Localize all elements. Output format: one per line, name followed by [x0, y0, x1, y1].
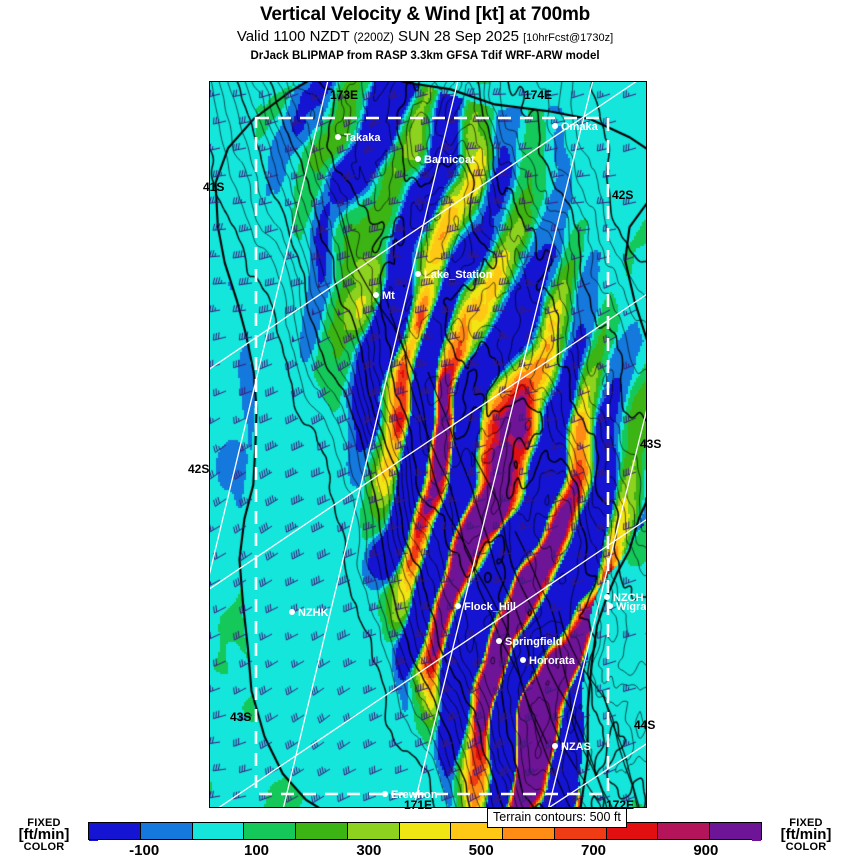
colorbar-left-fixed-label: FIXED — [27, 817, 61, 829]
graticule-label-41S-2: 41S — [203, 180, 225, 194]
colorbar-tick--100: -100 — [129, 842, 160, 859]
colorbar-left-color-label: COLOR — [23, 841, 65, 853]
graticule-label-173E-0: 173E — [330, 88, 359, 102]
colorbar-right-fixed-label: FIXED — [789, 817, 823, 829]
forecast-tag: [10hrFcst@1730z] — [523, 32, 614, 44]
colorbar-swatch-3 — [244, 823, 297, 839]
colorbar-right-units: [ft/min] — [780, 826, 832, 843]
colorbar-swatch-6 — [399, 823, 452, 839]
colorbar-tick-900: 900 — [693, 842, 719, 859]
chart-header: Vertical Velocity & Wind [kt] at 700mb V… — [0, 0, 850, 64]
colorbar-tick-labels: -100 100 300 500 700 900 — [88, 842, 762, 860]
colorbar-tick-300: 300 — [356, 842, 382, 859]
colorbar-tick-100: 100 — [243, 842, 270, 859]
colorbar-right-color-label: COLOR — [785, 841, 827, 853]
colorbar-swatch-0 — [89, 823, 141, 839]
graticule-label-43S-6: 43S — [230, 710, 252, 724]
colorbar-left-units: [ft/min] — [18, 826, 70, 843]
terrain-contour-note: Terrain contours: 500 ft — [487, 808, 627, 828]
valid-date: SUN 28 Sep 2025 — [398, 28, 519, 45]
valid-time-zulu: (2200Z) — [353, 32, 394, 44]
colorbar-swatch-4 — [296, 823, 348, 839]
colorbar-swatch-2 — [192, 823, 245, 839]
colorbar-swatch-5 — [347, 823, 400, 839]
graticule-label-174E-1: 174E — [524, 88, 553, 102]
graticule-label-44S-7: 44S — [634, 718, 656, 732]
map-plot-area[interactable]: Takaka Barnicoat Omaka Lake_Station Mt NZHK Fl… — [209, 81, 647, 808]
graticule-label-171E-8: 171E — [404, 798, 433, 812]
colorbar-swatch-12 — [710, 823, 761, 839]
colorbar-swatch-1 — [140, 823, 193, 839]
colorbar-left-legend: FIXED [ft/min] COLOR — [2, 817, 98, 860]
colorbar-swatch-11 — [658, 823, 711, 839]
colorbar-row: FIXED [ft/min] COLOR -100 100 300 500 700 900… — [0, 818, 850, 860]
valid-time-prefix: Valid 1100 NZDT — [236, 28, 350, 45]
graticule-label-42S-3: 42S — [612, 188, 634, 202]
graticule-label-43S-5: 43S — [640, 437, 662, 451]
valid-time-line: Valid 1100 NZDT (2200Z) SUN 28 Sep 2025 … — [0, 27, 850, 48]
colorbar-right-chip — [752, 832, 761, 841]
model-source-line: DrJack BLIPMAP from RASP 3.3km GFSA Tdif… — [250, 50, 600, 62]
graticule-label-42S-4: 42S — [188, 462, 210, 476]
colorbar-tick-500: 500 — [468, 842, 494, 859]
colorbar-right-legend: FIXED [ft/min] COLOR — [752, 817, 848, 860]
colorbar-gradient — [88, 822, 762, 840]
colorbar-tick-700: 700 — [580, 842, 607, 859]
page-title: Vertical Velocity & Wind [kt] at 700mb — [259, 4, 591, 25]
vertical-velocity-heatmap — [210, 82, 646, 807]
